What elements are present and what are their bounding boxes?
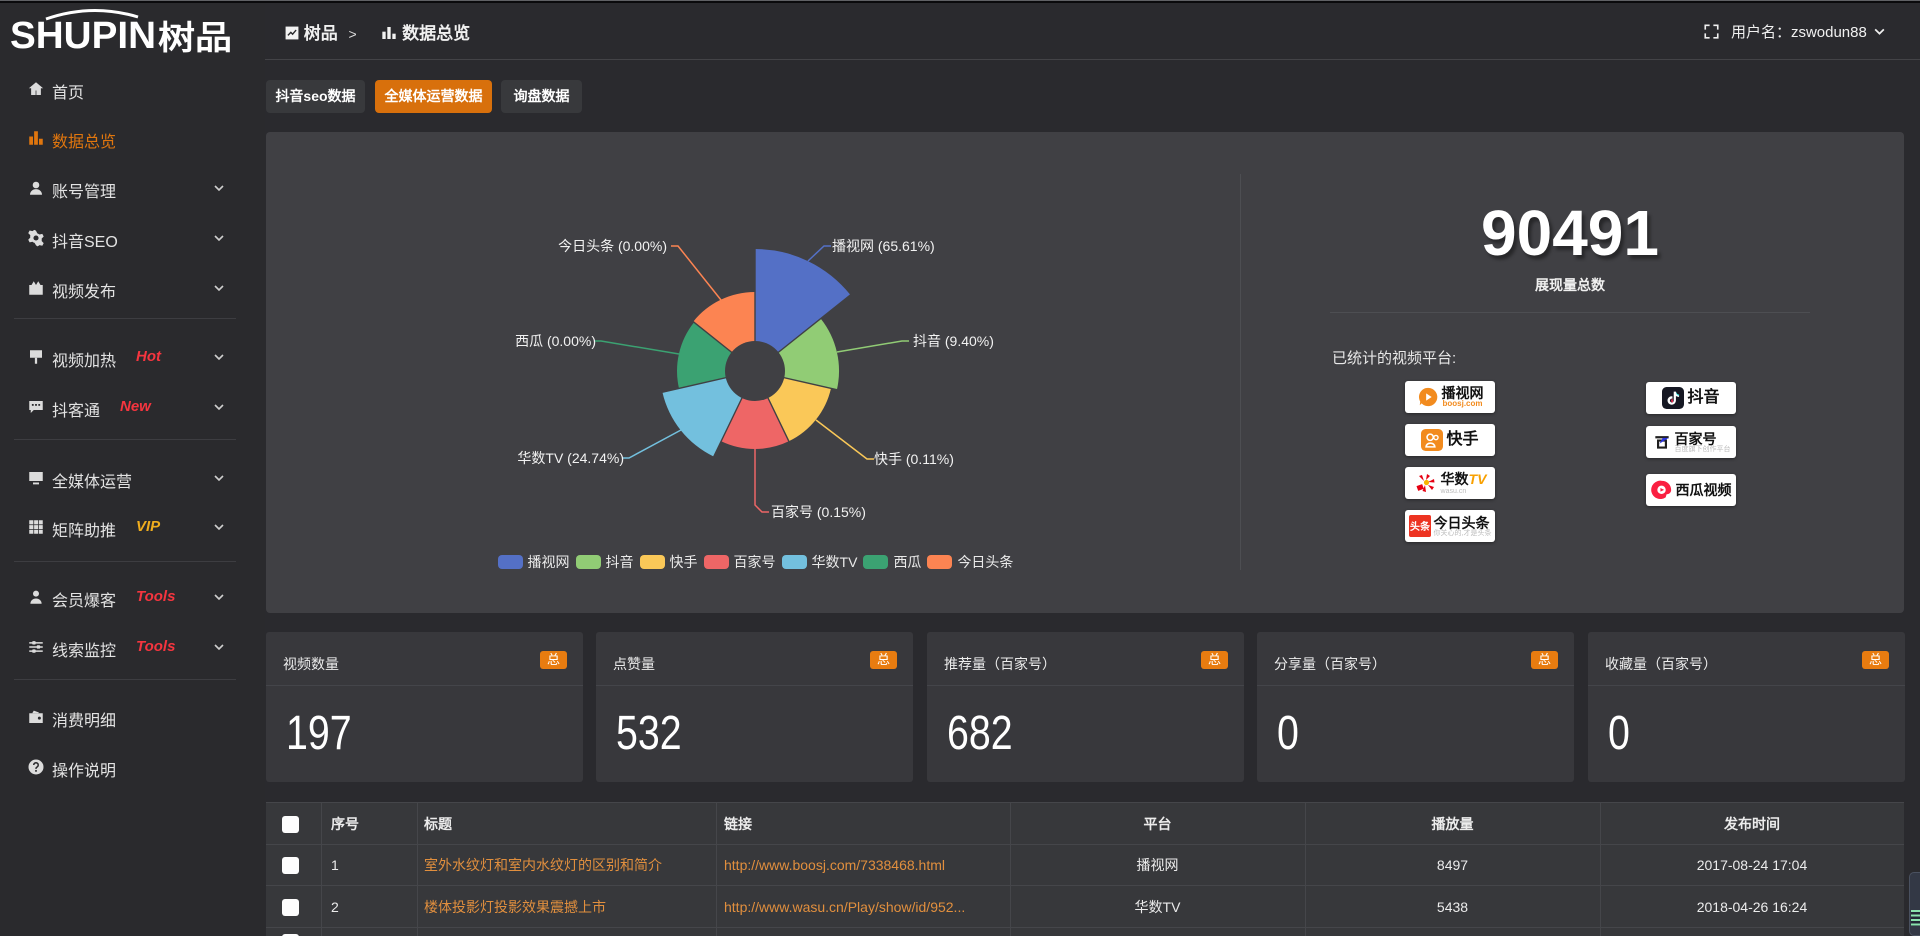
svg-text:今日头条 (0.00%): 今日头条 (0.00%)	[558, 238, 667, 254]
svg-text:播视网 (65.61%): 播视网 (65.61%)	[832, 238, 935, 254]
svg-text:西瓜 (0.00%): 西瓜 (0.00%)	[515, 333, 596, 349]
svg-text:树品: 树品	[158, 19, 232, 56]
svg-text:头条: 头条	[1409, 520, 1430, 533]
svg-text:华数TV (24.74%): 华数TV (24.74%)	[517, 450, 624, 466]
svg-text:SHUPIN: SHUPIN	[10, 15, 156, 56]
svg-text:抖音 (9.40%): 抖音 (9.40%)	[913, 333, 994, 349]
svg-text:百家号 (0.15%): 百家号 (0.15%)	[771, 504, 866, 520]
svg-text:快手 (0.11%): 快手 (0.11%)	[874, 451, 954, 467]
